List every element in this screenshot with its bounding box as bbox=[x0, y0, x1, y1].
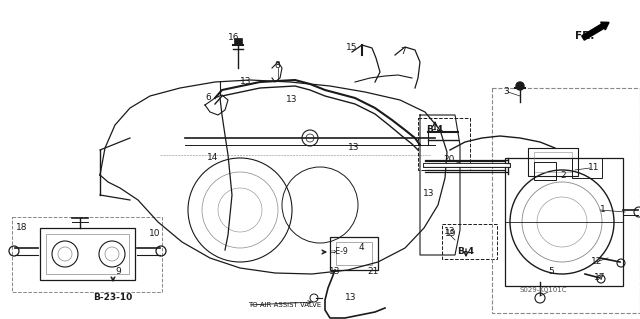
Text: 13: 13 bbox=[286, 95, 298, 105]
Bar bbox=[234, 38, 242, 45]
Text: 13: 13 bbox=[348, 144, 360, 152]
Text: 18: 18 bbox=[16, 224, 28, 233]
Bar bbox=[336, 242, 372, 265]
Bar bbox=[528, 148, 578, 176]
Text: S029-K0101C: S029-K0101C bbox=[519, 287, 567, 293]
Bar bbox=[330, 237, 378, 270]
Bar bbox=[418, 118, 470, 170]
Text: 15: 15 bbox=[346, 43, 358, 53]
Text: 13: 13 bbox=[423, 189, 435, 197]
Text: 9: 9 bbox=[115, 268, 121, 277]
Text: 17: 17 bbox=[595, 273, 605, 283]
Bar bbox=[505, 158, 623, 286]
Text: 14: 14 bbox=[207, 153, 219, 162]
Text: B-4: B-4 bbox=[426, 125, 444, 135]
Text: ⇒E-9: ⇒E-9 bbox=[330, 248, 349, 256]
Text: B-4: B-4 bbox=[458, 248, 474, 256]
Bar bbox=[534, 152, 572, 172]
Text: 13: 13 bbox=[444, 227, 456, 236]
Bar bbox=[442, 224, 497, 259]
Bar bbox=[12, 217, 162, 292]
Text: 8: 8 bbox=[274, 61, 280, 70]
Text: 5: 5 bbox=[548, 268, 554, 277]
Bar bbox=[46, 234, 129, 274]
Text: 13: 13 bbox=[240, 78, 252, 86]
Text: 10: 10 bbox=[149, 228, 161, 238]
Circle shape bbox=[516, 82, 524, 90]
Text: FR.: FR. bbox=[575, 31, 595, 41]
Text: 13: 13 bbox=[329, 268, 340, 277]
Text: 2: 2 bbox=[560, 170, 566, 180]
Text: 20: 20 bbox=[444, 155, 454, 165]
Text: 7: 7 bbox=[400, 48, 406, 56]
Text: 16: 16 bbox=[228, 33, 240, 42]
Bar bbox=[40, 228, 135, 280]
Bar bbox=[572, 158, 602, 178]
Text: 12: 12 bbox=[591, 257, 603, 266]
Text: B-23-10: B-23-10 bbox=[93, 293, 132, 302]
Bar bbox=[492, 88, 640, 313]
Text: 11: 11 bbox=[588, 164, 600, 173]
Text: 21: 21 bbox=[367, 268, 379, 277]
FancyArrow shape bbox=[582, 22, 609, 40]
Text: TO AIR ASSIST VALVE: TO AIR ASSIST VALVE bbox=[248, 302, 321, 308]
Text: 4: 4 bbox=[358, 242, 364, 251]
Bar bbox=[534, 162, 556, 180]
Text: 3: 3 bbox=[503, 87, 509, 97]
Text: 1: 1 bbox=[600, 205, 606, 214]
Text: 6: 6 bbox=[205, 93, 211, 102]
Text: 19: 19 bbox=[445, 229, 457, 239]
Text: 13: 13 bbox=[345, 293, 356, 302]
